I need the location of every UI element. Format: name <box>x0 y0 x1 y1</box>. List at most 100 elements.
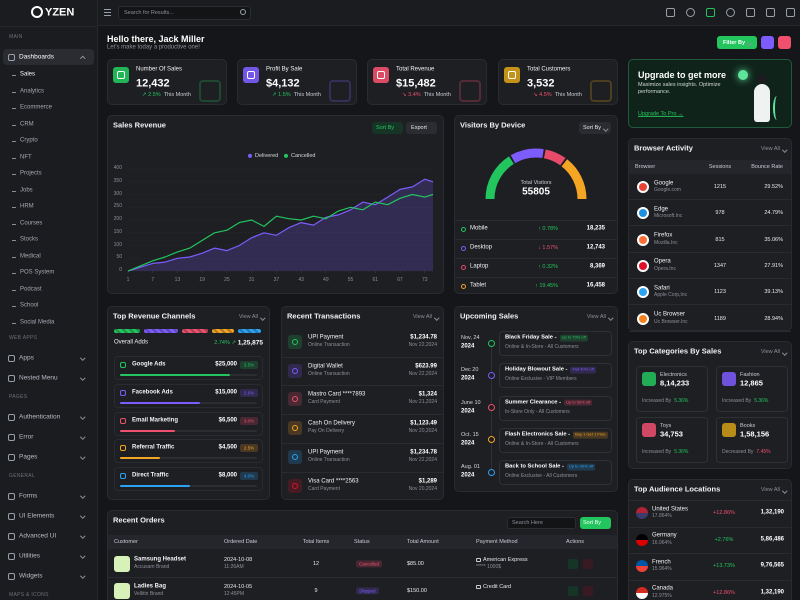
product-thumb <box>114 556 130 572</box>
submenu-item[interactable]: Podcast <box>20 286 42 293</box>
row-divider <box>455 238 617 240</box>
channel-badge <box>240 388 258 397</box>
transaction-icon-inner <box>292 453 298 460</box>
view-all-link[interactable]: View All <box>586 313 606 320</box>
submenu-item[interactable]: HRM <box>20 203 34 210</box>
topbar-icon[interactable] <box>686 8 695 17</box>
export-button-label: Export <box>411 124 427 131</box>
menu-item[interactable]: Nested Menu <box>19 374 58 382</box>
row-divider <box>629 579 791 581</box>
menu-heading: MAPS & ICONS <box>9 592 49 599</box>
stat-value: 3,532 <box>527 77 555 90</box>
menu-item[interactable]: Apps <box>19 354 34 362</box>
submenu-item[interactable]: Stocks <box>20 236 39 243</box>
submenu-item[interactable]: School <box>20 302 39 309</box>
menu-item[interactable]: UI Elements <box>19 512 55 520</box>
channel-name: Referral Traffic <box>132 444 175 451</box>
channel-pct: 2.6% <box>243 390 255 396</box>
submenu-item[interactable]: CRM <box>20 121 34 128</box>
channel-badge <box>240 361 258 369</box>
sort-button[interactable] <box>580 517 611 529</box>
upgrade-link[interactable]: Upgrade To Pro → <box>638 110 684 117</box>
delete-action[interactable] <box>583 559 593 569</box>
transaction-type: Card Payment <box>308 399 340 406</box>
delete-action[interactable] <box>583 586 593 596</box>
topbar-icon[interactable] <box>786 8 795 17</box>
sort-button[interactable] <box>579 122 611 134</box>
submenu-item[interactable]: Medical <box>20 253 41 260</box>
menu-item[interactable]: Advanced UI <box>19 532 57 540</box>
view-all-link[interactable]: View All <box>412 313 432 320</box>
topbar-icon[interactable] <box>666 8 675 17</box>
sale-year: 2024 <box>461 472 475 479</box>
stat-period: This Month <box>423 91 451 98</box>
sale-title-row: Back to School Sale - Up to 30% off <box>505 464 596 471</box>
order-search[interactable] <box>507 517 576 529</box>
channel-amount: $4,500 <box>218 444 237 451</box>
search-box[interactable] <box>118 6 251 20</box>
menu-item[interactable]: Utilities <box>19 552 40 560</box>
export-icon-button[interactable] <box>761 36 774 49</box>
sort-button[interactable] <box>372 122 403 134</box>
submenu-dash <box>12 190 16 192</box>
view-all-link[interactable]: View All <box>760 486 780 493</box>
filter-button[interactable] <box>717 36 757 49</box>
sale-title-row: Black Friday Sale - Up to 70% off <box>505 335 588 342</box>
menu-item[interactable]: Pages <box>19 453 38 461</box>
legend-label[interactable]: Delivered <box>255 152 279 159</box>
table-header-cell: Ordered Date <box>224 538 258 545</box>
channel-badge <box>240 472 258 481</box>
stat-watermark <box>590 80 612 102</box>
channel-progress <box>120 429 175 432</box>
submenu-item[interactable]: Ecommerce <box>20 104 53 111</box>
menu-item[interactable]: Dashboards <box>19 53 55 61</box>
transaction-amount: $623.99 <box>415 363 437 370</box>
channel-badge <box>240 444 258 453</box>
menu-item[interactable]: Authentication <box>19 413 61 421</box>
legend-label[interactable]: Cancelled <box>291 152 316 159</box>
table-header <box>108 535 617 549</box>
browser-sessions: 1215 <box>713 183 727 190</box>
channel-amount: $25,000 <box>215 361 237 368</box>
sale-year: 2024 <box>461 408 475 415</box>
topbar-icon[interactable] <box>706 8 715 17</box>
sale-detail: Online & In-Store - All Customers <box>505 441 579 448</box>
channel-mix-bar <box>182 329 208 333</box>
stat-label: Profit By Sale <box>266 66 303 73</box>
menu-item[interactable]: Widgets <box>19 572 43 580</box>
topbar-icon[interactable] <box>746 8 755 17</box>
view-all-link[interactable]: View All <box>238 313 258 320</box>
topbar-icon[interactable] <box>726 8 735 17</box>
export-button[interactable] <box>406 122 437 134</box>
category-icon <box>722 423 736 437</box>
category-trend-label: Increased By <box>642 398 672 405</box>
menu-item[interactable]: Forms <box>19 492 38 500</box>
row-divider <box>455 276 617 278</box>
submenu-dash <box>12 157 16 159</box>
x-tick-label: 13 <box>174 277 181 284</box>
view-action[interactable] <box>568 559 578 569</box>
view-all-link[interactable]: View All <box>760 145 780 152</box>
device-change: ↓ 1.57% <box>538 244 558 251</box>
device-value: 8,369 <box>589 263 605 270</box>
submenu-item[interactable]: Social Media <box>20 319 55 326</box>
view-action[interactable] <box>568 586 578 596</box>
sale-name: Flash Electronics Sale - <box>505 431 571 438</box>
submenu-item[interactable]: Analytics <box>20 88 45 95</box>
submenu-item[interactable]: POS System <box>20 269 55 276</box>
table-header-cell: Total Items <box>302 538 330 545</box>
submenu-item[interactable]: NFT <box>20 154 32 161</box>
submenu-item[interactable]: Courses <box>20 220 43 227</box>
y-tick-label: 100 <box>113 241 122 248</box>
view-all-link[interactable]: View All <box>760 348 780 355</box>
submenu-item[interactable]: Jobs <box>20 187 33 194</box>
topbar-icon[interactable] <box>766 8 775 17</box>
device-value: 12,743 <box>586 244 605 251</box>
sale-date: June 10 <box>461 399 481 406</box>
submenu-item[interactable]: Projects <box>20 170 42 177</box>
submenu-dash <box>12 207 16 208</box>
submenu-item[interactable]: Crypto <box>20 137 38 144</box>
menu-item[interactable]: Error <box>19 433 34 441</box>
share-icon-button[interactable] <box>778 36 791 49</box>
submenu-item[interactable]: Sales <box>20 71 36 78</box>
